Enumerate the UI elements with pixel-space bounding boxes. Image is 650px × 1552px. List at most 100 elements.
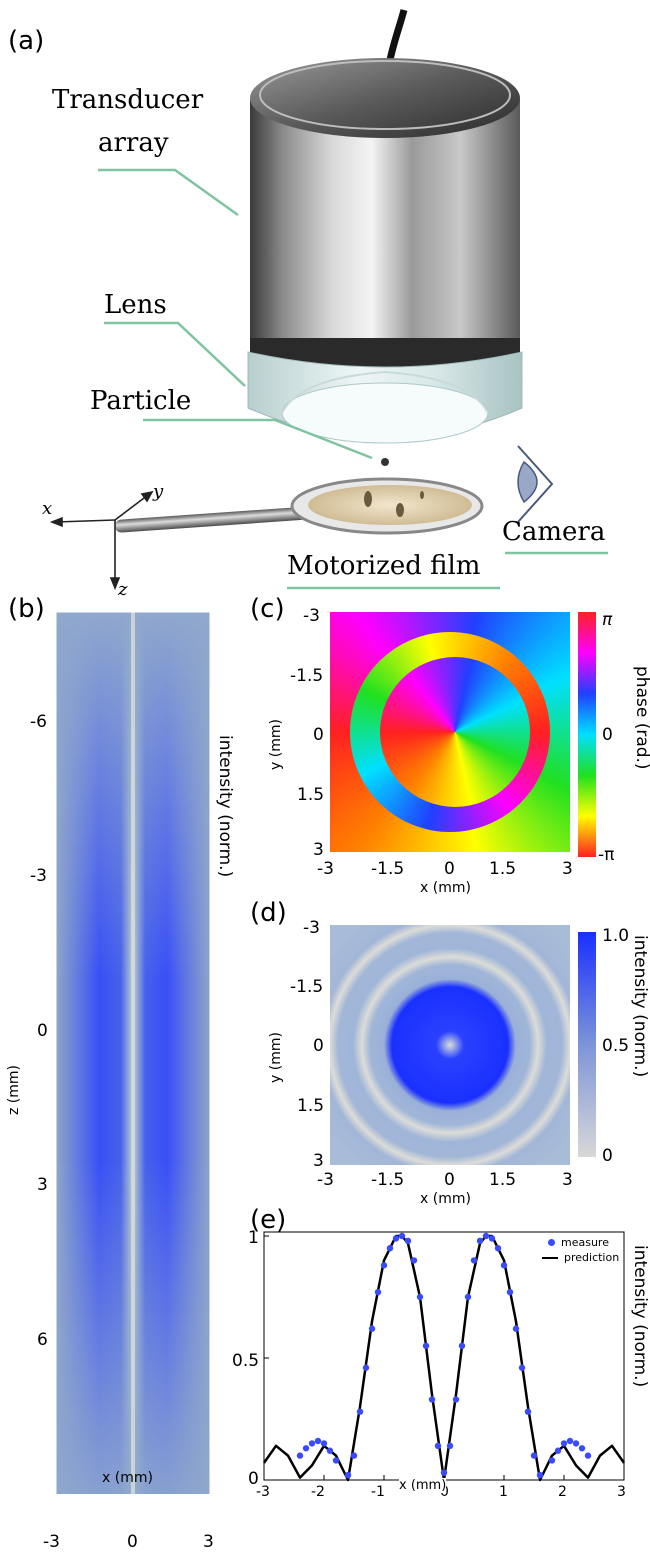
e-ytick-0: 0 (248, 1469, 259, 1489)
particle-dot (381, 458, 389, 466)
b-xlabel: x (mm) (102, 1470, 153, 1486)
measure-point (446, 1442, 454, 1450)
measure-point (548, 1457, 556, 1464)
measure-point (500, 1262, 508, 1269)
measure-point (440, 1469, 448, 1476)
d-cbar-05: 0.5 (602, 1036, 630, 1056)
b-ztick-0: 0 (37, 1021, 48, 1041)
measure-point (482, 1232, 490, 1240)
measure-point (554, 1447, 562, 1454)
b-xtick-neg3: -3 (43, 1532, 60, 1552)
measure-point (560, 1440, 568, 1447)
measure-point (332, 1457, 340, 1464)
measure-point (404, 1237, 412, 1245)
measure-point (380, 1262, 388, 1269)
measure-point (428, 1396, 436, 1403)
measure-point (356, 1408, 364, 1415)
c-ytick-3: 0 (313, 725, 324, 745)
film-rod (115, 506, 315, 533)
d-xtick-3: 0 (444, 1170, 455, 1190)
d-ytick-5: 3 (313, 1151, 324, 1171)
c-xtick-1: -3 (317, 859, 334, 879)
c-xlabel: x (mm) (420, 880, 471, 896)
c-cbar-pi: π (602, 610, 613, 630)
label-motorized-film: Motorized film (287, 551, 481, 581)
transducer-top (250, 58, 520, 138)
d-ytick-4: 1.5 (297, 1096, 325, 1116)
c-ytick-1: -3 (303, 606, 320, 626)
e-xtick-neg1: -1 (371, 1484, 385, 1500)
measure-point (566, 1437, 574, 1445)
axis-z-label: z (118, 579, 128, 600)
label-lens: Lens (104, 290, 167, 320)
c-xtick-4: 1.5 (489, 859, 517, 879)
measure-point (302, 1445, 310, 1452)
label-transducer-line1: Transducer (52, 85, 204, 115)
measure-point (410, 1257, 418, 1264)
measure-point (326, 1447, 334, 1454)
measure-point (512, 1325, 520, 1332)
measure-point (578, 1445, 586, 1452)
b-ztick-6: 6 (37, 1330, 48, 1350)
e-xlabel: x (mm) (399, 1478, 447, 1493)
e-xtick-3: 3 (617, 1484, 626, 1500)
e-ytick-05: 0.5 (232, 1351, 260, 1371)
measure-point (434, 1442, 442, 1450)
c-xtick-2: -1.5 (371, 859, 405, 879)
measure-point (452, 1396, 460, 1403)
e-line-chart (262, 1231, 626, 1482)
b-ztick-neg3: -3 (30, 866, 47, 886)
e-xtick-2: 2 (558, 1484, 567, 1500)
d-ytick-3: 0 (313, 1036, 324, 1056)
c-ytick-5: 3 (313, 840, 324, 860)
label-transducer-line2: array (98, 128, 169, 158)
d-intensity-map (330, 925, 570, 1165)
measure-point (584, 1452, 592, 1459)
label-particle: Particle (90, 386, 192, 416)
e-legend: measure prediction (542, 1235, 619, 1265)
measure-point (518, 1364, 526, 1371)
c-colorbar (578, 612, 596, 857)
label-camera: Camera (502, 517, 606, 547)
d-colorbar (578, 932, 596, 1157)
measure-point (398, 1232, 406, 1240)
d-xlabel: x (mm) (420, 1191, 471, 1207)
e-xtick-1: 1 (499, 1484, 508, 1500)
measure-point (416, 1293, 424, 1301)
measure-point (476, 1237, 484, 1245)
legend-measure-label: measure (561, 1236, 609, 1249)
measure-point (458, 1342, 466, 1350)
d-ytick-2: -1.5 (290, 977, 324, 997)
panel-e-letter: (e) (250, 1205, 287, 1235)
axis-x-label: x (42, 498, 53, 519)
measure-point (362, 1364, 370, 1371)
measure-point (494, 1245, 502, 1252)
d-xtick-4: 1.5 (489, 1170, 517, 1190)
measure-point (320, 1440, 328, 1447)
measure-point (524, 1408, 532, 1415)
d-ytick-1: -3 (303, 918, 320, 938)
measure-point (308, 1440, 316, 1447)
leader-lines (98, 168, 608, 590)
e-ytick-1: 1 (248, 1228, 259, 1248)
measure-point (422, 1342, 430, 1350)
c-xtick-3: 0 (444, 859, 455, 879)
legend-marker-icon (548, 1239, 555, 1246)
apparatus-illustration (49, 9, 608, 591)
d-cbar-0: 0 (602, 1146, 613, 1166)
axis-y-label: y (153, 481, 164, 502)
b-ztick-3: 3 (37, 1175, 48, 1195)
coordinate-axes (49, 490, 154, 591)
measure-point (464, 1293, 472, 1301)
measure-point (344, 1471, 352, 1479)
c-ytick-2: -1.5 (290, 666, 324, 686)
c-cbar-0: 0 (602, 725, 613, 745)
camera-eye-icon (517, 445, 554, 523)
measure-point (350, 1452, 358, 1459)
panel-d-letter: (d) (250, 898, 287, 928)
measure-point (536, 1471, 544, 1479)
legend-item-prediction: prediction (542, 1250, 619, 1265)
e-xtick-neg2: -2 (311, 1484, 325, 1500)
c-ytick-4: 1.5 (297, 785, 325, 805)
e-intensity-label: intensity (norm.) (630, 1245, 650, 1388)
